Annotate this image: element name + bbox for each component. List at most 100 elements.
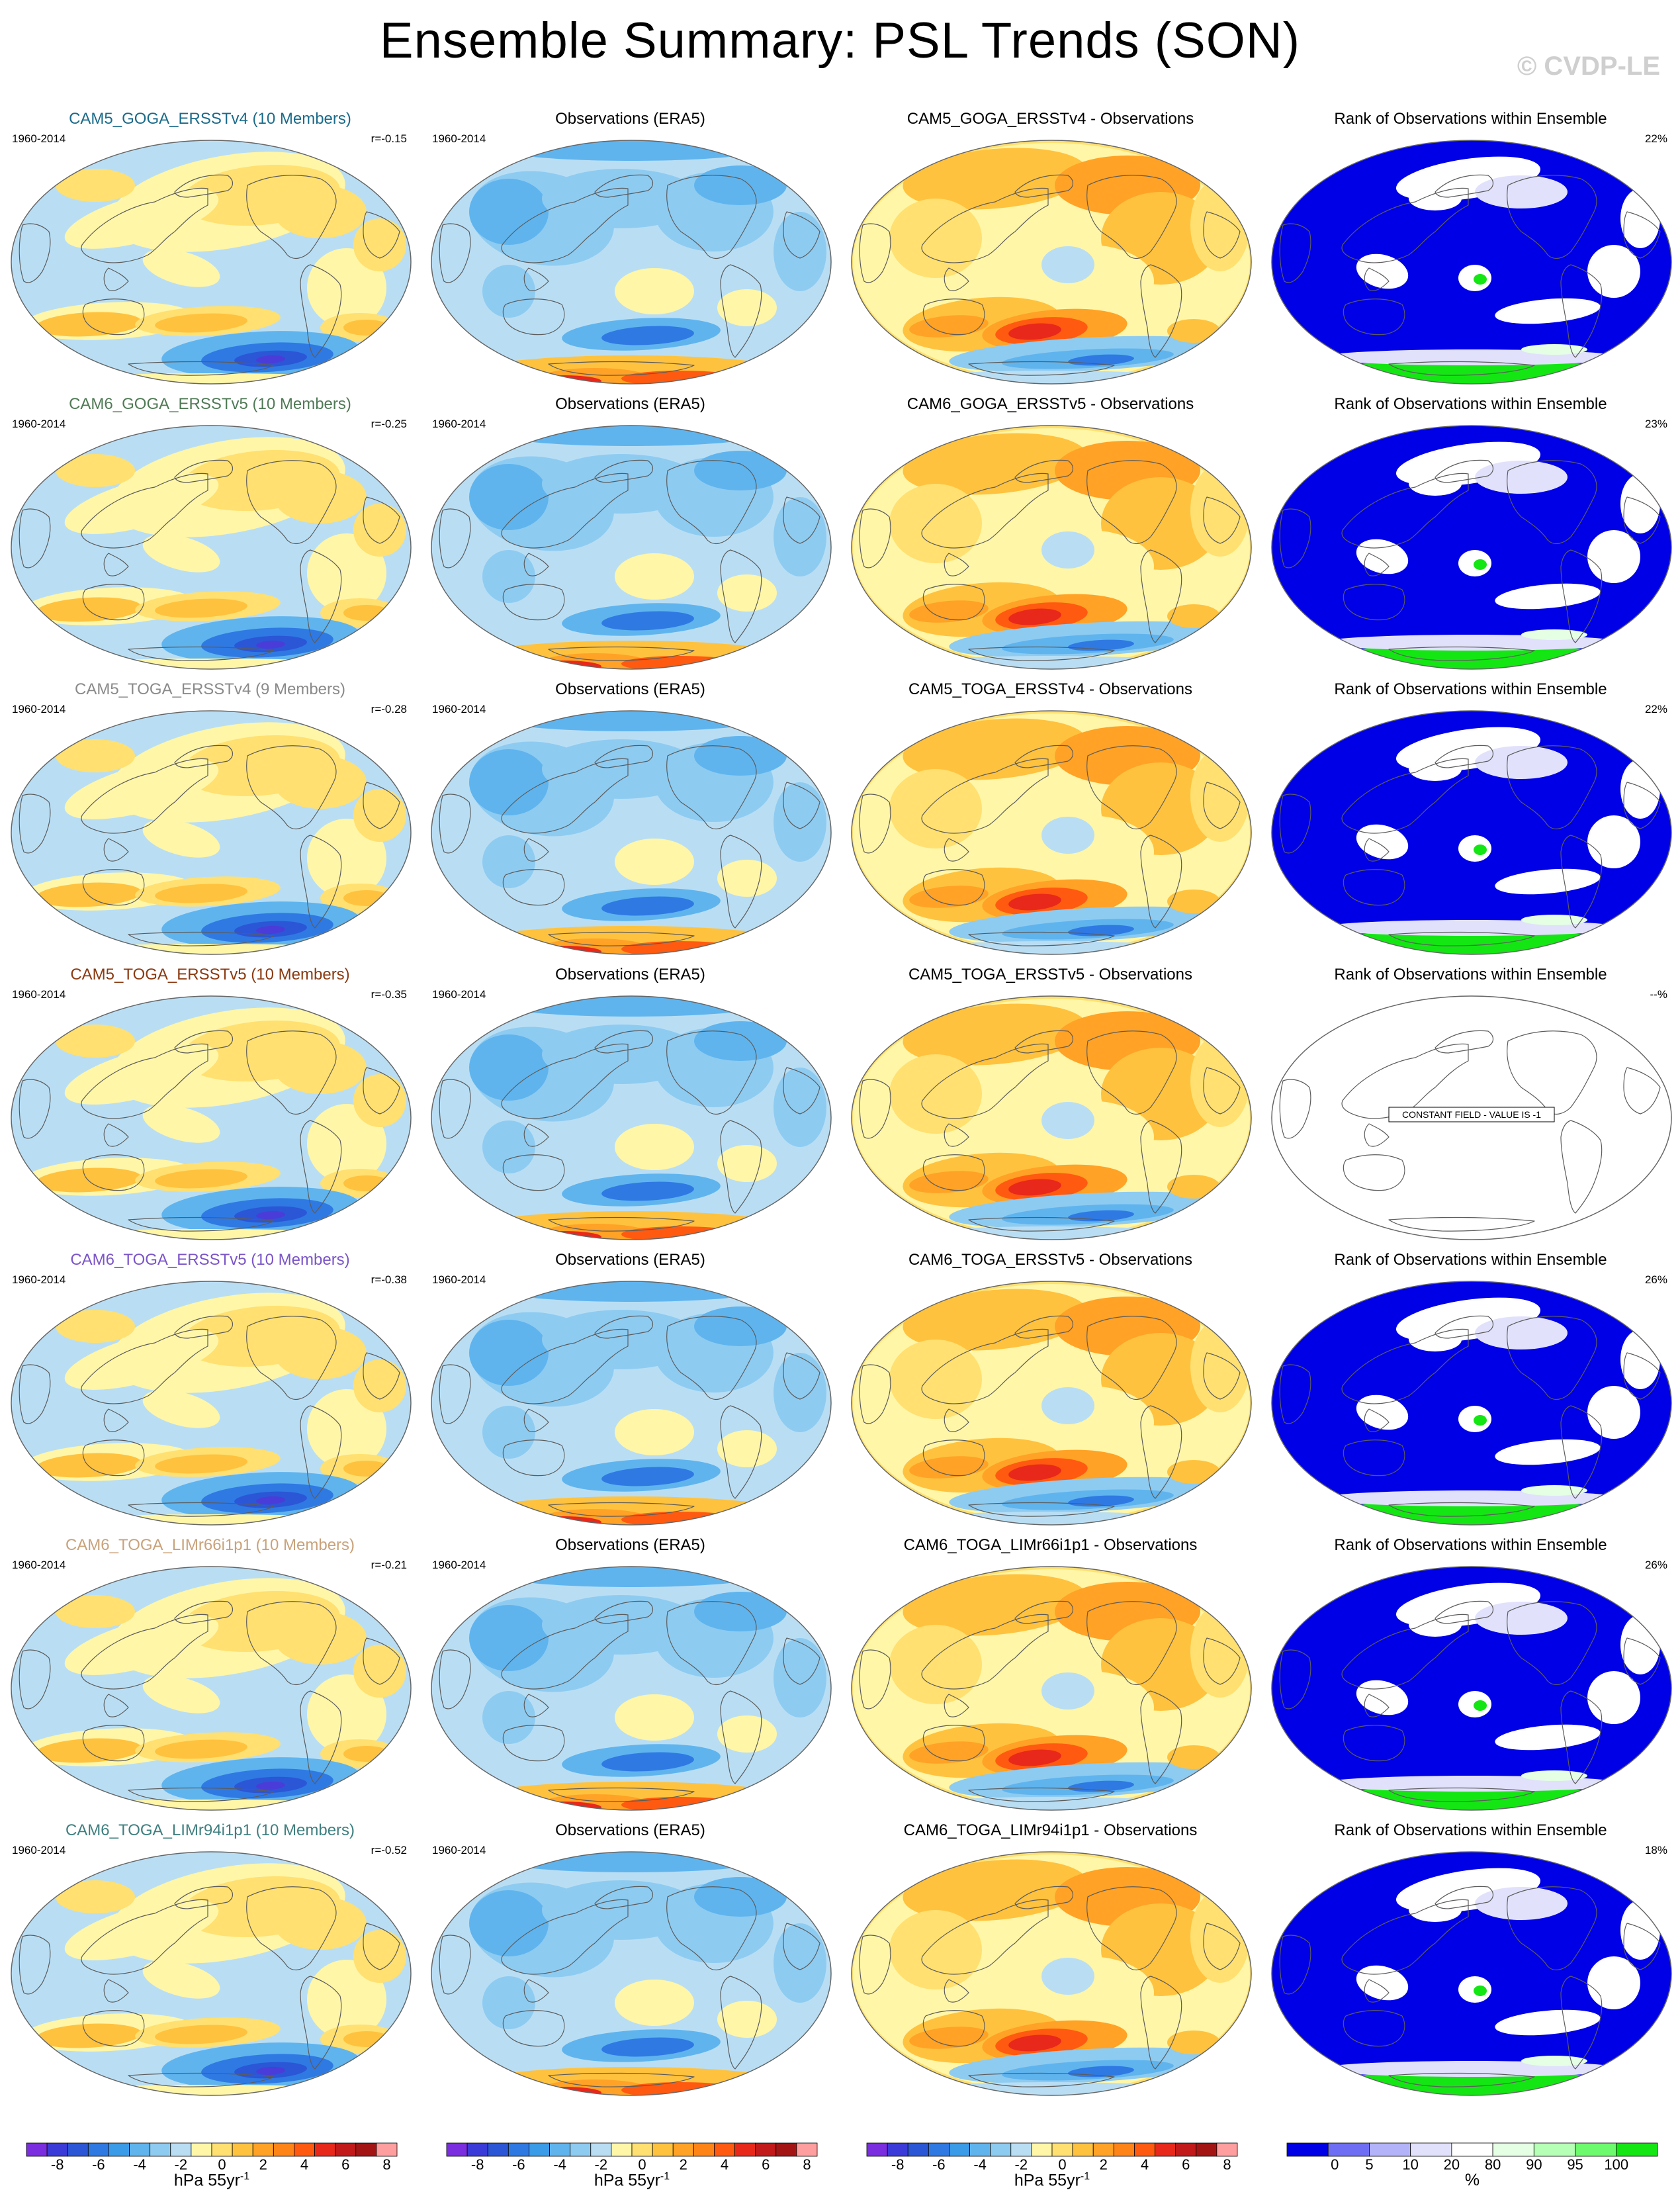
trend-colorbar-difference: -8 -6 -4 -2 0 2 4 6 8 hPa 55yr-1 <box>866 2142 1238 2191</box>
colorbar-swatch <box>273 2142 294 2157</box>
colorbar-swatch <box>129 2142 151 2157</box>
difference-title: CAM5_GOGA_ERSSTv4 - Observations <box>906 110 1194 128</box>
colorbar-units: hPa 55yr-1 <box>1014 2171 1090 2190</box>
period-label: 1960-2014 <box>12 988 66 1001</box>
colorbar-swatch <box>693 2142 715 2157</box>
globe-map <box>1271 710 1672 955</box>
panel-ensemble-mean: CAM5_TOGA_ERSSTv4 (9 Members) 1960-2014 r=… <box>0 676 420 962</box>
colorbar-swatch <box>252 2142 274 2157</box>
panel-difference: CAM6_TOGA_LIMr94i1p1 - Observations <box>840 1817 1260 2103</box>
period-label: 1960-2014 <box>12 703 66 715</box>
period-label: 1960-2014 <box>432 1559 486 1571</box>
colorbar-tick-label: -8 <box>891 2156 905 2173</box>
colorbar-tick-label: 95 <box>1567 2156 1583 2173</box>
colorbar-swatch <box>191 2142 212 2157</box>
colorbar-swatch <box>969 2142 991 2157</box>
colorbar-swatch <box>590 2142 612 2157</box>
panel-rank: Rank of Observations within Ensemble 22% <box>1260 106 1680 392</box>
globe-map <box>11 140 412 385</box>
trend-colorbar-observations: -8 -6 -4 -2 0 2 4 6 8 hPa 55yr-1 <box>446 2142 818 2191</box>
period-label: 1960-2014 <box>432 132 486 145</box>
colorbar-swatch <box>714 2142 735 2157</box>
globe-map <box>431 710 832 955</box>
panel-difference: CAM6_TOGA_LIMr66i1p1 - Observations <box>840 1532 1260 1818</box>
panel-rank: Rank of Observations within Ensemble 18% <box>1260 1817 1680 2103</box>
globe-map <box>1271 1281 1672 1526</box>
globe-map <box>11 1566 412 1811</box>
colorbar-tick-label: 20 <box>1444 2156 1460 2173</box>
colorbar-swatch <box>355 2142 377 2157</box>
panel-observations: Observations (ERA5) 1960-2014 <box>420 962 840 1248</box>
colorbar-tick-label: 0 <box>1331 2156 1339 2173</box>
colorbar-swatch <box>775 2142 797 2157</box>
ensemble-title: CAM6_TOGA_LIMr66i1p1 (10 Members) <box>65 1536 355 1554</box>
observations-title: Observations (ERA5) <box>555 110 705 128</box>
colorbar-swatch <box>570 2142 592 2157</box>
globe-map <box>431 1566 832 1811</box>
colorbar-tick-label: 4 <box>1141 2156 1149 2173</box>
row-7: CAM6_TOGA_LIMr94i1p1 (10 Members) 1960-20… <box>0 1817 1680 2103</box>
period-label: 1960-2014 <box>432 418 486 430</box>
rank-title: Rank of Observations within Ensemble <box>1334 395 1607 413</box>
period-label: 1960-2014 <box>12 1273 66 1286</box>
globe-map <box>11 1281 412 1526</box>
panel-observations: Observations (ERA5) 1960-2014 <box>420 1532 840 1818</box>
colorbar-tick-label: 6 <box>1182 2156 1190 2173</box>
rank-title: Rank of Observations within Ensemble <box>1334 966 1607 983</box>
colorbar-swatch <box>487 2142 509 2157</box>
colorbar-tick-label: -2 <box>1015 2156 1028 2173</box>
colorbar-tick-label: 0 <box>1058 2156 1066 2173</box>
colorbar-tick-label: -4 <box>133 2156 146 2173</box>
colorbar-swatch <box>1196 2142 1217 2157</box>
pattern-correlation: r=-0.35 <box>371 988 407 1001</box>
globe-map <box>1271 1851 1672 2096</box>
row-6: CAM6_TOGA_LIMr66i1p1 (10 Members) 1960-20… <box>0 1532 1680 1818</box>
pattern-correlation: r=-0.28 <box>371 703 407 715</box>
constant-field-label: CONSTANT FIELD - VALUE IS -1 <box>1402 1109 1541 1120</box>
rank-percent: 22% <box>1644 703 1667 715</box>
colorbar-swatch <box>1492 2142 1534 2157</box>
colorbar-swatch <box>67 2142 89 2157</box>
panel-difference: CAM5_GOGA_ERSSTv4 - Observations <box>840 106 1260 392</box>
difference-title: CAM6_TOGA_LIMr66i1p1 - Observations <box>903 1536 1198 1554</box>
globe-map <box>851 1851 1252 2096</box>
colorbar-units: hPa 55yr-1 <box>594 2171 670 2190</box>
rank-percent: 23% <box>1644 418 1667 430</box>
panel-ensemble-mean: CAM5_GOGA_ERSSTv4 (10 Members) 1960-2014 r… <box>0 106 420 392</box>
globe-map <box>851 995 1252 1240</box>
colorbar-swatch <box>611 2142 633 2157</box>
colorbar-swatch <box>1031 2142 1053 2157</box>
colorbar-units: % <box>1464 2171 1480 2189</box>
colorbar-swatch <box>170 2142 192 2157</box>
rank-percent: --% <box>1650 988 1667 1001</box>
colorbar-swatch <box>314 2142 336 2157</box>
colorbar-tick-label: 0 <box>218 2156 226 2173</box>
colorbar-tick-label: 2 <box>680 2156 687 2173</box>
panel-observations: Observations (ERA5) 1960-2014 <box>420 676 840 962</box>
colorbar-tick-label: -6 <box>92 2156 105 2173</box>
colorbar-tick-label: -6 <box>512 2156 525 2173</box>
globe-map <box>1271 140 1672 385</box>
ensemble-title: CAM6_TOGA_LIMr94i1p1 (10 Members) <box>65 1821 355 1839</box>
colorbar-tick-label: -8 <box>471 2156 484 2173</box>
observations-title: Observations (ERA5) <box>555 966 705 983</box>
globe-map <box>431 1851 832 2096</box>
rank-title: Rank of Observations within Ensemble <box>1334 110 1607 128</box>
ensemble-title: CAM6_GOGA_ERSSTv5 (10 Members) <box>69 395 351 413</box>
colorbar-swatch <box>652 2142 674 2157</box>
globe-map <box>851 1281 1252 1526</box>
colorbar-tick-label: 90 <box>1526 2156 1542 2173</box>
colorbar-swatch <box>335 2142 357 2157</box>
panel-rank: Rank of Observations within Ensemble --% C… <box>1260 962 1680 1248</box>
panel-difference: CAM6_GOGA_ERSSTv5 - Observations <box>840 391 1260 677</box>
ensemble-title: CAM6_TOGA_ERSSTv5 (10 Members) <box>70 1251 350 1269</box>
rank-percent: 18% <box>1644 1844 1667 1856</box>
globe-map <box>431 140 832 385</box>
colorbar-swatch <box>294 2142 315 2157</box>
colorbar-swatch <box>26 2142 48 2157</box>
colorbar-swatch <box>1134 2142 1155 2157</box>
colorbar-tick-label: 6 <box>341 2156 349 2173</box>
colorbar-swatch <box>1010 2142 1032 2157</box>
globe-map <box>851 710 1252 955</box>
colorbar-swatches: -8 -6 -4 -2 0 2 4 6 8 <box>26 2142 398 2173</box>
